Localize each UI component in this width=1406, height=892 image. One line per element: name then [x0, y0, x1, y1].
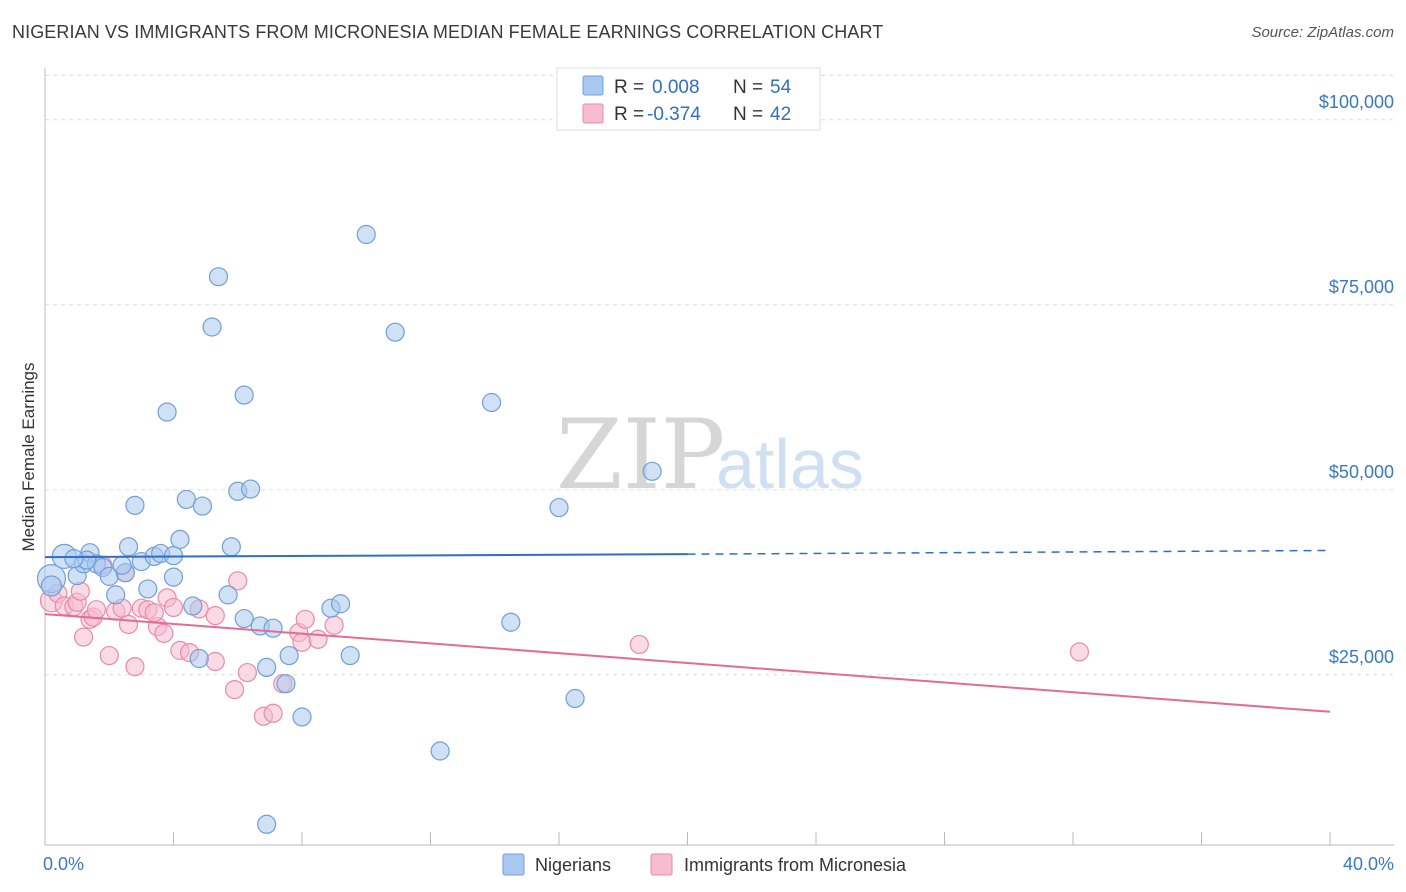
series-legend: Nigerians Immigrants from Micronesia: [502, 853, 907, 876]
watermark-zip: ZIP: [556, 399, 725, 511]
legend-r-value-2: -0.374: [647, 104, 701, 125]
micronesia-point: [292, 632, 312, 652]
nigerian-point: [192, 496, 213, 516]
legend-n-label-2: N =: [733, 104, 763, 125]
micronesia-point: [205, 605, 225, 626]
nigerian-point: [276, 674, 296, 694]
micronesia-point: [228, 571, 248, 591]
stats-legend: R = 0.008 N = 54 R = -0.374 N = 42: [556, 67, 821, 131]
micronesia-point: [324, 615, 344, 635]
bottom-legend-swatch-micronesia: [650, 853, 673, 876]
nigerian-point: [565, 688, 585, 709]
trend-lines: [44, 549, 1331, 713]
nigerian-point: [263, 618, 283, 638]
micronesia-point: [629, 634, 649, 655]
chart-title: NIGERIAN VS IMMIGRANTS FROM MICRONESIA M…: [12, 22, 884, 42]
nigerian-point: [234, 385, 254, 405]
legend-n-value-2: 42: [770, 104, 791, 125]
nigerian-point: [183, 596, 203, 616]
nigerian-point: [279, 645, 299, 666]
micronesia-point: [118, 614, 139, 635]
bottom-legend-label-nigerians: Nigerians: [535, 855, 611, 875]
x-tick-label-min: 0.0%: [43, 854, 84, 874]
nigerian-points: [36, 224, 662, 834]
micronesia-point: [154, 623, 174, 643]
legend-swatch-nigerians: [582, 75, 604, 96]
nigerian-point: [176, 489, 196, 510]
micronesia-point: [263, 703, 283, 723]
micronesia-point: [73, 627, 94, 647]
micronesia-point: [144, 603, 164, 623]
micronesia-points: [39, 555, 1090, 726]
nigerian-point: [257, 657, 277, 678]
nigerian-point: [340, 645, 360, 666]
y-axis-label: Median Female Earnings: [19, 363, 38, 552]
y-tick-label: $100,000: [1319, 92, 1394, 112]
nigerian-point: [385, 322, 405, 342]
micronesia-point: [125, 657, 145, 677]
bottom-legend-label-micronesia: Immigrants from Micronesia: [684, 855, 907, 875]
nigerian-point: [642, 461, 662, 481]
legend-n-label-1: N =: [733, 77, 763, 98]
nigerian-point: [202, 317, 222, 337]
micronesia-point: [99, 645, 119, 666]
micronesia-point: [205, 651, 225, 672]
axes: [44, 68, 1394, 846]
x-tick-marks: [44, 832, 1331, 845]
legend-r-label-1: R =: [614, 77, 644, 98]
legend-r-label-2: R =: [614, 104, 644, 125]
nigerian-point: [234, 608, 254, 629]
legend-swatch-micronesia: [582, 103, 604, 124]
nigerian-point: [241, 479, 261, 499]
nigerian-point: [157, 402, 177, 422]
nigerian-point: [40, 575, 63, 597]
micronesia-point: [237, 662, 257, 683]
micronesia-point: [308, 629, 328, 649]
micronesia-trend-line: [44, 613, 1331, 713]
nigerian-point: [549, 497, 569, 518]
nigerian-point: [218, 585, 238, 605]
bottom-legend-swatch-nigerians: [502, 853, 525, 876]
nigerian-point: [292, 707, 312, 727]
nigerian-point: [501, 612, 521, 632]
x-tick-label-max: 40.0%: [1343, 854, 1394, 874]
micronesia-point: [1069, 642, 1090, 662]
nigerian-point: [221, 537, 241, 557]
micronesia-point: [163, 597, 184, 618]
nigerian-point: [112, 555, 132, 575]
nigerian-point: [430, 741, 450, 761]
source-label: Source: ZipAtlas.com: [1251, 24, 1394, 41]
nigerian-point: [118, 537, 139, 557]
nigerian-trend-extension: [687, 549, 1331, 555]
nigerian-point: [125, 495, 145, 515]
micronesia-point: [224, 679, 245, 700]
micronesia-point: [86, 600, 107, 620]
nigerian-point: [64, 549, 84, 569]
nigerian-point: [208, 267, 229, 287]
y-tick-label: $25,000: [1329, 647, 1394, 667]
y-tick-labels: $25,000 $50,000 $75,000 $100,000: [1319, 92, 1394, 667]
nigerian-point: [163, 567, 184, 587]
watermark-atlas: atlas: [716, 425, 864, 503]
nigerian-point: [106, 585, 126, 605]
legend-n-value-1: 54: [770, 77, 792, 98]
y-tick-label: $50,000: [1329, 462, 1394, 482]
micronesia-point: [295, 609, 315, 629]
nigerian-trend-line: [44, 553, 688, 559]
micronesia-point: [70, 581, 90, 601]
grid-lines: [45, 74, 1394, 676]
nigerian-point: [257, 814, 277, 834]
nigerian-point: [330, 594, 351, 614]
y-tick-label: $75,000: [1329, 277, 1394, 297]
nigerian-point: [138, 579, 158, 599]
nigerian-point: [170, 529, 190, 549]
legend-r-value-1: 0.008: [652, 77, 700, 98]
nigerian-point: [189, 648, 209, 669]
nigerian-point: [356, 224, 376, 245]
nigerian-point: [481, 392, 502, 413]
